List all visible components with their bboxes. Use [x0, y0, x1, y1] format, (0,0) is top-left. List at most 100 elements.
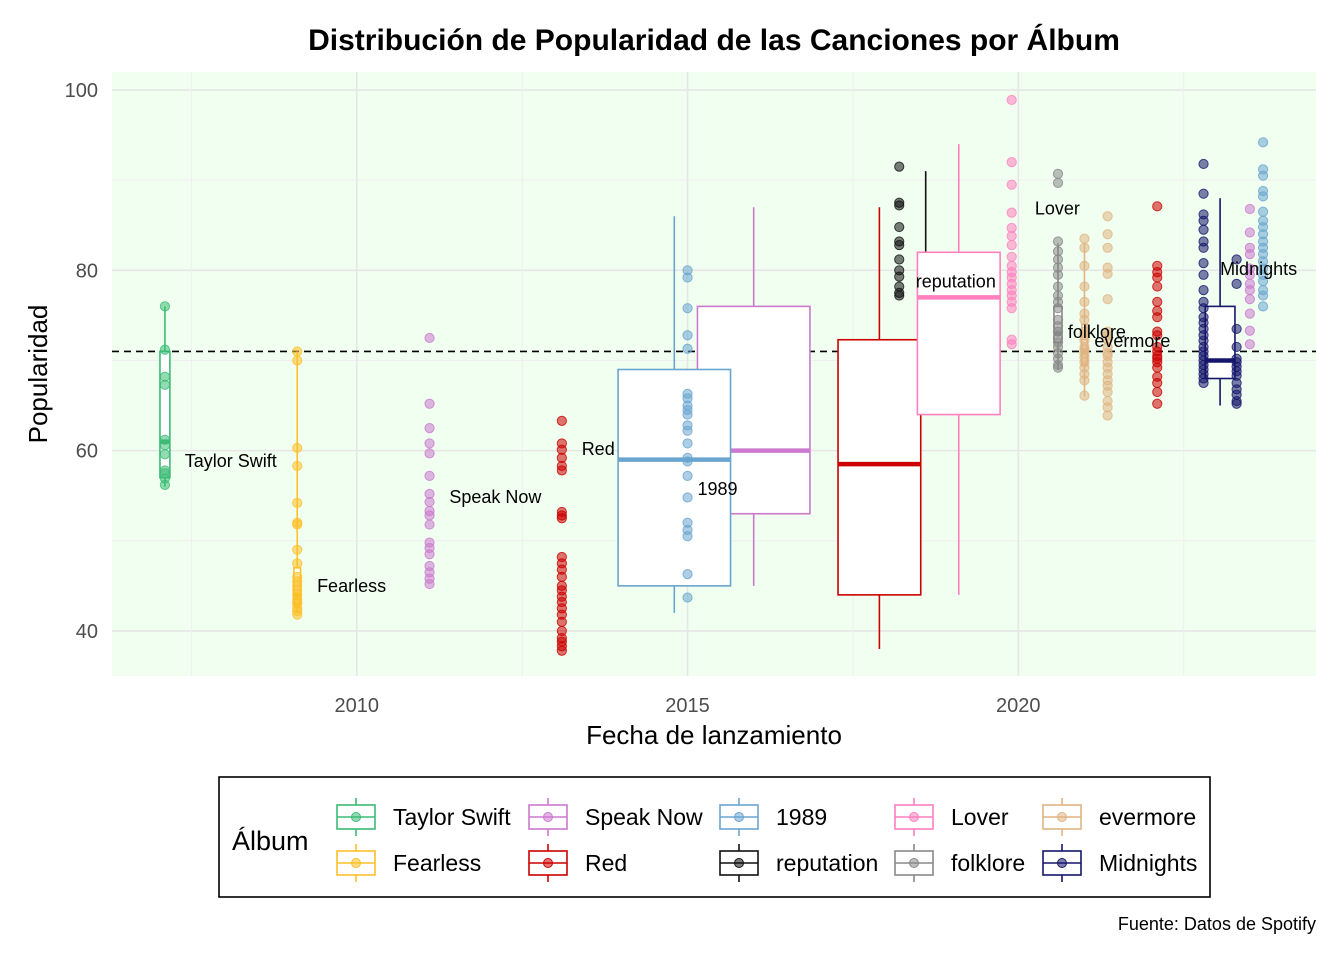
y-tick-label: 80 — [76, 260, 98, 282]
point-midnights — [1198, 269, 1209, 280]
point-evermore — [1079, 296, 1090, 307]
point-lover — [1006, 94, 1017, 106]
legend-item-fearless: Fearless — [336, 844, 481, 882]
point-evermore — [1079, 233, 1090, 244]
legend-item-midnights: Midnights — [1042, 844, 1197, 882]
point-midnights — [1231, 323, 1242, 335]
point-lover — [1006, 207, 1017, 218]
point-reputation — [894, 271, 905, 282]
point-red — [556, 513, 567, 524]
point-1989 — [682, 456, 693, 467]
point-1989 — [682, 470, 693, 481]
point-speak-now — [1244, 294, 1255, 305]
point-midnights — [1198, 303, 1209, 314]
point-reputation — [894, 200, 905, 211]
legend-label: 1989 — [776, 804, 827, 830]
x-tick-label: 2020 — [996, 695, 1041, 717]
point-1989 — [1257, 137, 1269, 148]
chart-title: Distribución de Popularidad de las Canci… — [308, 23, 1120, 57]
legend-key-point — [543, 858, 553, 868]
point-evermore — [1102, 268, 1113, 280]
legend-key-point — [734, 812, 744, 822]
point-1989 — [682, 409, 693, 420]
point-1989 — [682, 425, 693, 436]
label-1989: 1989 — [697, 479, 737, 499]
point-1989 — [1257, 206, 1269, 217]
point-1989 — [682, 303, 693, 314]
label-evermore: evermore — [1094, 331, 1170, 351]
box-lover — [916, 144, 1001, 595]
box-red — [837, 207, 922, 649]
legend-label: Midnights — [1099, 850, 1197, 876]
legend-label: Taylor Swift — [393, 804, 511, 830]
point-reputation — [894, 290, 905, 301]
point-reputation — [894, 254, 905, 265]
label-taylor-swift: Taylor Swift — [185, 451, 277, 471]
point-1989 — [682, 492, 693, 503]
point-speak-now — [1244, 203, 1255, 215]
point-red — [1152, 386, 1163, 398]
legend-key-point — [734, 858, 744, 868]
point-evermore — [1079, 390, 1090, 401]
point-lover — [1006, 179, 1017, 190]
legend-key-point — [1057, 858, 1067, 868]
point-evermore — [1079, 260, 1090, 271]
point-evermore — [1102, 242, 1113, 253]
x-axis-title: Fecha de lanzamiento — [586, 720, 842, 750]
point-folklore — [1052, 303, 1064, 314]
legend-label: Red — [585, 850, 627, 876]
point-1989 — [682, 272, 693, 283]
point-midnights — [1231, 398, 1242, 409]
point-1989 — [682, 343, 693, 354]
point-1989 — [682, 569, 693, 580]
point-speak-now — [1244, 227, 1255, 238]
legend-frame — [218, 776, 1211, 898]
y-tick-label: 60 — [76, 441, 98, 463]
label-folklore: folklore — [1068, 322, 1126, 342]
point-midnights — [1231, 254, 1242, 265]
box-body — [1204, 305, 1236, 380]
legend-key-point — [909, 812, 919, 822]
y-tick-label: 40 — [76, 621, 98, 643]
point-fearless — [292, 609, 303, 620]
point-midnights — [1198, 215, 1209, 226]
legend: Álbum Taylor Swift Fearless Speak Now Red 19… — [218, 776, 1211, 898]
legend-label: Lover — [951, 804, 1009, 830]
point-midnights — [1231, 341, 1242, 353]
point-1989 — [682, 330, 693, 341]
point-red — [1152, 398, 1163, 409]
box-1989 — [617, 216, 732, 613]
legend-item-taylor-swift: Taylor Swift — [336, 798, 511, 836]
point-taylor-swift — [159, 449, 171, 460]
point-1989 — [1257, 170, 1269, 181]
point-red — [1152, 330, 1163, 341]
legend-item-red: Red — [528, 844, 627, 882]
label-speak-now: Speak Now — [449, 487, 542, 507]
point-speak-now — [1244, 249, 1255, 260]
legend-item-evermore: evermore — [1042, 798, 1196, 836]
point-speak-now — [424, 519, 435, 530]
point-midnights — [1198, 258, 1209, 269]
x-tick-label: 2015 — [665, 695, 710, 717]
x-tick-label: 2010 — [335, 695, 380, 717]
point-lover — [1006, 303, 1017, 314]
point-1989 — [1257, 191, 1269, 202]
legend-item-speak-now: Speak Now — [528, 798, 703, 836]
point-lover — [1006, 339, 1017, 350]
point-lover — [1006, 239, 1017, 251]
box-body — [837, 338, 922, 596]
point-midnights — [1198, 377, 1209, 389]
point-fearless — [292, 355, 303, 366]
album-labels: Taylor Swift Fearless Speak Now Red 1989 repu… — [185, 198, 1297, 596]
point-taylor-swift — [159, 379, 171, 390]
box-body — [916, 251, 1001, 416]
point-speak-now — [424, 332, 435, 344]
point-fearless — [292, 460, 303, 472]
point-midnights — [1231, 278, 1242, 289]
points — [159, 94, 1269, 656]
point-taylor-swift — [159, 301, 171, 312]
point-evermore — [1079, 281, 1090, 292]
legend-label: reputation — [776, 850, 878, 876]
point-folklore — [1052, 269, 1064, 280]
